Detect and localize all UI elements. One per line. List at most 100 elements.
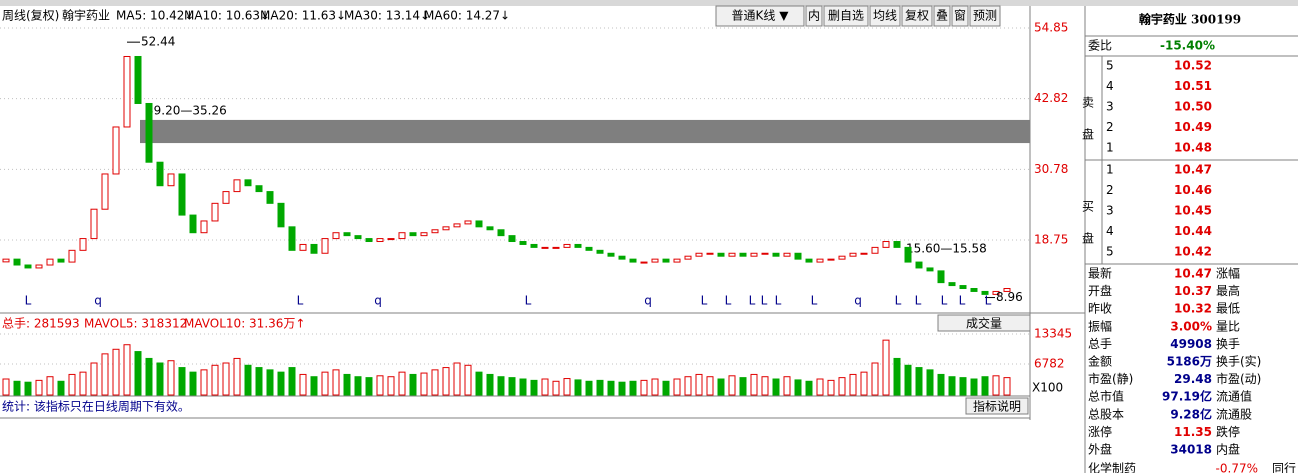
toolbar-button[interactable]: [869, 5, 901, 27]
quote-label: 金额: [1088, 354, 1112, 369]
toolbar-button[interactable]: [823, 5, 869, 27]
volume-bar: [442, 367, 450, 396]
quote-label: 市盈(动): [1216, 371, 1261, 386]
signal-marker: L: [25, 294, 32, 308]
quote-label: 量比: [1216, 319, 1240, 333]
volume-bar: [585, 380, 593, 396]
candle: [145, 102, 153, 163]
volume-bar: [596, 379, 604, 396]
candle: [640, 261, 648, 264]
quote-label: 换手: [1216, 337, 1240, 351]
candle: [574, 243, 582, 248]
candle: [189, 214, 197, 234]
volume-bar: [816, 378, 824, 396]
toolbar-button[interactable]: [805, 5, 823, 27]
signal-marker: L: [985, 294, 992, 308]
volume-bar: [387, 376, 395, 396]
volume-bar: [750, 373, 758, 396]
volume-bar: [321, 371, 329, 396]
level: 5: [1106, 245, 1114, 259]
toolbar-label: 叠: [936, 9, 948, 23]
volume-bar: [530, 379, 538, 396]
volume-bar: [79, 371, 87, 396]
candle: [387, 238, 395, 241]
volume-bar: [310, 376, 318, 396]
help-label: 指标说明: [973, 399, 1021, 414]
weibi-label: 委比: [1088, 39, 1112, 53]
volume-bar: [915, 367, 923, 396]
level-price: 10.52: [1174, 59, 1212, 73]
toolbar-label: 均线: [873, 9, 897, 23]
volume-bar: [607, 380, 615, 396]
signal-marker: q: [94, 294, 102, 308]
candle: [266, 191, 274, 204]
candle: [277, 202, 285, 228]
stock-name: 翰宇药业: [62, 8, 110, 23]
candle: [772, 252, 780, 257]
candle: [992, 290, 1000, 295]
volume-bar: [882, 339, 890, 396]
band-label: 39.20—35.26: [146, 103, 227, 117]
candle: [354, 235, 362, 240]
quote-title: 翰宇药业 300199: [1139, 12, 1241, 27]
candle: [684, 255, 692, 260]
toolbar-button[interactable]: [951, 5, 969, 27]
quote-label: 最低: [1216, 302, 1240, 316]
candle: [134, 55, 142, 104]
volume-bar: [167, 360, 175, 396]
toolbar-button[interactable]: [901, 5, 933, 27]
volume-bar: [695, 373, 703, 396]
side-label: 卖盘: [1081, 96, 1095, 160]
volume-bar: [948, 376, 956, 396]
candle: [596, 249, 604, 254]
volume-bar: [398, 371, 406, 396]
candle: [827, 258, 835, 261]
quote-label: 市盈(静): [1088, 371, 1133, 386]
candle: [871, 246, 879, 254]
candle: [530, 243, 538, 248]
ma-label: MA30: 13.14↓: [344, 9, 430, 23]
indicator-menu[interactable]: [937, 314, 1031, 332]
candle: [35, 264, 43, 269]
volume-bar: [288, 367, 296, 396]
signal-marker: L: [915, 294, 922, 308]
signal-marker: q: [374, 294, 382, 308]
candle: [816, 258, 824, 263]
signal-marker: L: [959, 294, 966, 308]
volume-bar: [926, 369, 934, 396]
volume-bar: [871, 362, 879, 396]
candle: [607, 252, 615, 257]
volume-bar: [134, 351, 142, 396]
quote-value: 10.32: [1174, 302, 1212, 316]
quote-value: 34018: [1170, 443, 1212, 457]
candle: [376, 238, 384, 243]
volume-bar: [739, 377, 747, 396]
y-tick-label: 54.85: [1034, 21, 1068, 35]
toolbar-label: 普通K线 ▼: [732, 9, 790, 23]
quote-label: 开盘: [1088, 283, 1112, 298]
candle: [519, 241, 527, 245]
candle: [915, 261, 923, 269]
unit-label: X100: [1032, 381, 1063, 395]
candle: [68, 249, 76, 263]
volume-bar: [893, 357, 901, 396]
volume-bar: [189, 371, 197, 396]
low-label: 8.96: [996, 290, 1023, 304]
volume-bar: [827, 379, 835, 396]
toolbar-label: 预测: [973, 9, 997, 23]
toolbar-button[interactable]: [969, 5, 1001, 27]
volume-bar: [618, 381, 626, 396]
help-button[interactable]: [965, 397, 1029, 415]
candle: [79, 238, 87, 251]
toolbar-button[interactable]: [933, 5, 951, 27]
toolbar-button[interactable]: [715, 5, 805, 27]
band-note: 15.60—15.58: [906, 242, 987, 256]
volume-bar: [376, 375, 384, 396]
quote-value: 49908: [1170, 337, 1212, 351]
candle: [57, 258, 65, 263]
y-tick-label: 13345: [1034, 327, 1072, 341]
volume-bar: [57, 380, 65, 396]
candle: [112, 126, 120, 175]
candle: [2, 258, 10, 263]
volume-bar: [112, 348, 120, 396]
